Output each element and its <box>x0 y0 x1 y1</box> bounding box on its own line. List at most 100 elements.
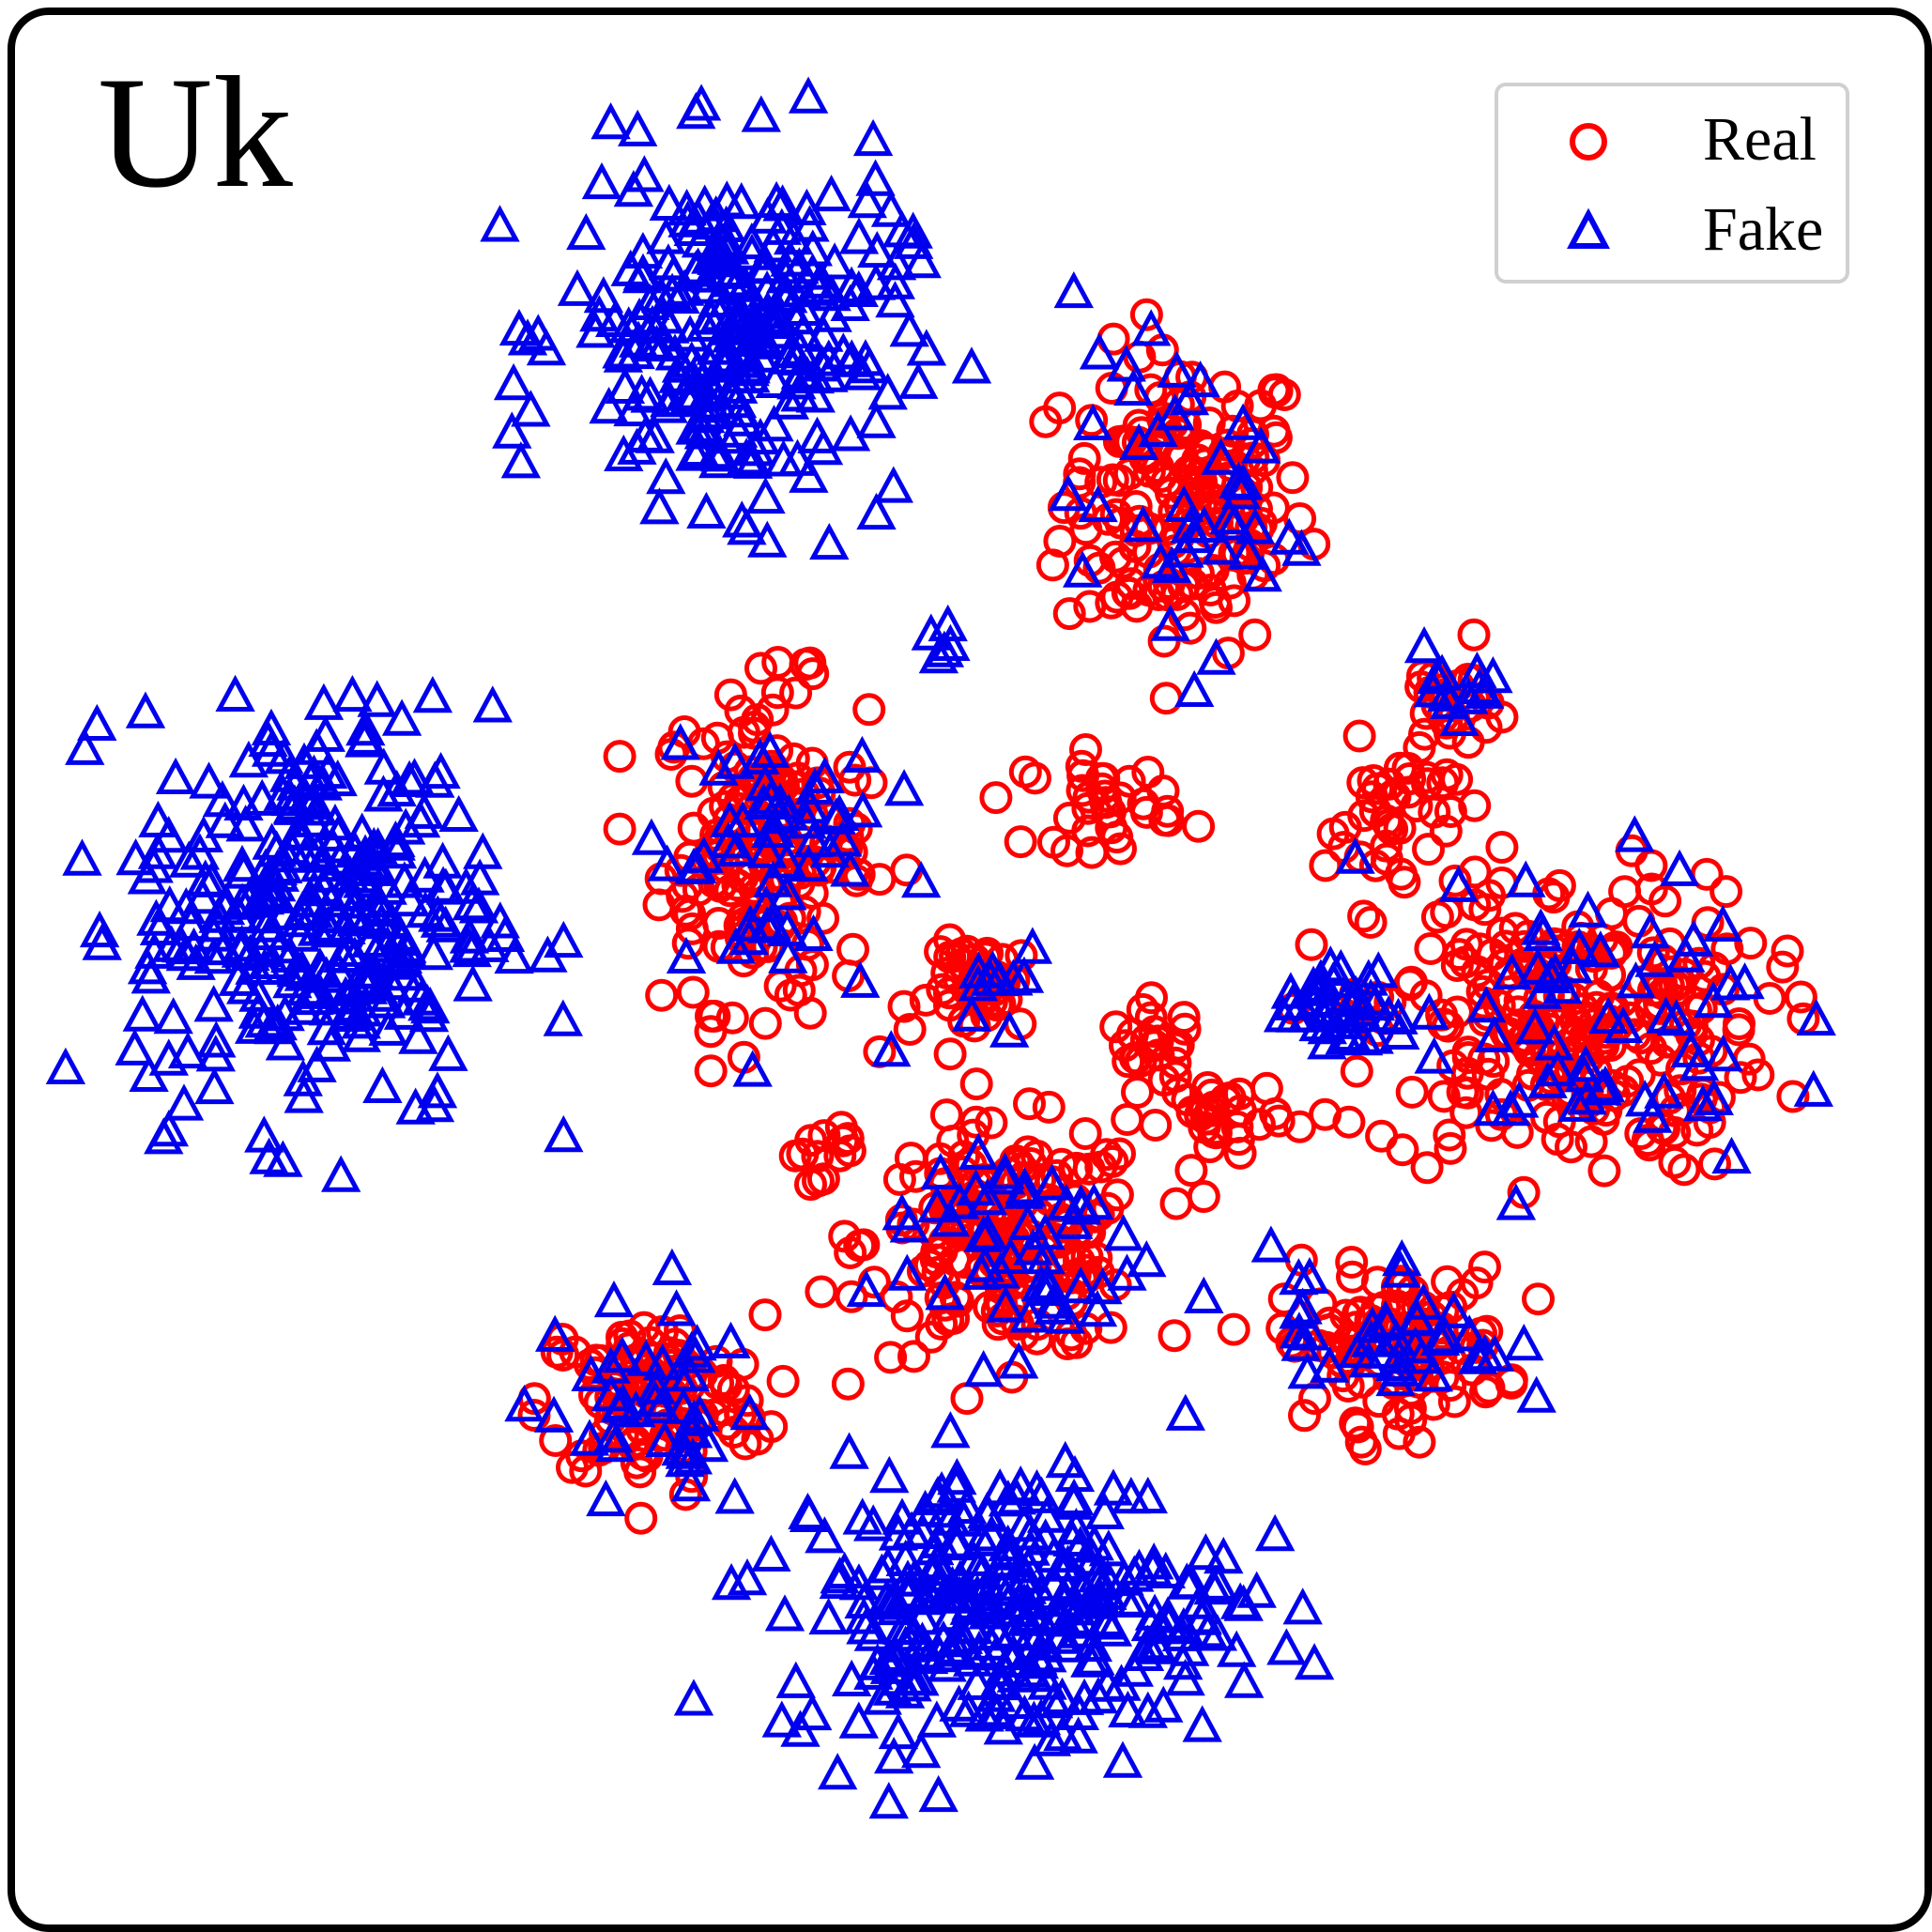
real-point <box>1357 764 1390 797</box>
fake-point <box>1682 1084 1724 1122</box>
fake-point <box>225 805 266 842</box>
fake-point <box>876 243 917 281</box>
fake-point <box>321 1155 361 1192</box>
fake-point <box>469 925 510 962</box>
fake-point <box>808 1597 849 1635</box>
real-point <box>1412 833 1445 866</box>
real-point <box>1386 1133 1419 1167</box>
fake-point <box>194 1066 235 1105</box>
real-point <box>842 858 876 891</box>
fake-point <box>1060 1265 1101 1304</box>
fake-point <box>452 929 492 968</box>
fake-point <box>838 217 880 254</box>
fake-point <box>1567 1078 1607 1115</box>
fake-point <box>901 241 942 279</box>
fake-point <box>1074 1183 1114 1220</box>
real-point <box>1276 461 1310 495</box>
real-point <box>1587 1154 1621 1188</box>
fake-point <box>846 1269 886 1308</box>
real-point <box>882 1162 916 1196</box>
fake-point <box>925 1273 965 1311</box>
fake-point <box>725 316 766 354</box>
real-point <box>699 1344 733 1378</box>
fake-point <box>652 272 693 310</box>
fake-point <box>918 1774 958 1813</box>
fake-point <box>223 783 264 820</box>
fake-point <box>284 836 325 873</box>
fake-point <box>741 95 781 132</box>
real-point <box>1165 440 1199 474</box>
fake-point <box>1123 505 1163 543</box>
fake-point <box>1348 958 1388 996</box>
fake-point <box>788 1492 828 1530</box>
real-point <box>1418 795 1451 829</box>
fake-point <box>685 304 726 342</box>
fake-point <box>980 1251 1020 1289</box>
fake-point <box>702 222 743 260</box>
real-point <box>887 989 921 1023</box>
fake-point <box>155 757 196 794</box>
real-point <box>713 678 747 712</box>
fake-point <box>337 849 377 886</box>
real-point <box>1555 1130 1587 1164</box>
fake-point <box>1679 1044 1720 1081</box>
fake-point <box>747 831 788 868</box>
fake-point <box>958 1132 999 1170</box>
fake-point <box>673 1679 714 1716</box>
fake-point <box>1413 670 1453 708</box>
fake-point <box>604 434 644 471</box>
fake-point <box>792 229 833 267</box>
fake-point <box>579 295 620 332</box>
fake-point <box>855 263 897 300</box>
real-point <box>1365 1119 1399 1153</box>
fake-point <box>723 801 763 838</box>
fake-point <box>405 855 445 893</box>
fake-point <box>684 184 725 222</box>
real-point <box>1522 1282 1555 1316</box>
fake-point <box>816 797 856 835</box>
fake-point <box>376 820 416 858</box>
fake-point <box>673 847 714 884</box>
fake-point <box>744 763 786 801</box>
real-point <box>1029 405 1063 438</box>
fake-point <box>1307 1022 1347 1060</box>
fake-point <box>590 102 631 140</box>
fake-point <box>842 790 883 828</box>
fake-point <box>398 1017 438 1054</box>
fake-point <box>149 885 190 923</box>
fake-point <box>936 1627 976 1664</box>
fake-point <box>1297 969 1338 1006</box>
real-point <box>1013 1087 1046 1121</box>
real-point <box>1168 1012 1202 1046</box>
fake-point <box>1007 1203 1049 1240</box>
fake-point <box>1234 507 1276 544</box>
real-point <box>959 1067 993 1101</box>
fake-point <box>1184 1276 1224 1313</box>
fake-point <box>717 262 759 299</box>
fake-point <box>1474 1015 1514 1052</box>
fake-point <box>1078 484 1118 523</box>
real-point <box>1409 979 1443 1013</box>
fake-point <box>566 212 606 251</box>
real-point <box>1710 875 1743 909</box>
fake-point <box>127 857 168 895</box>
fake-point <box>999 1342 1039 1379</box>
fake-point <box>1025 1237 1066 1275</box>
fake-point <box>618 109 658 146</box>
fake-point <box>830 414 871 452</box>
fake-point <box>62 838 102 876</box>
fake-point <box>544 1114 584 1153</box>
fake-point <box>1367 1303 1407 1341</box>
fake-point <box>1167 1562 1207 1600</box>
fake-point <box>1053 270 1094 309</box>
fake-point <box>134 931 175 969</box>
real-point <box>1395 1075 1429 1109</box>
fake-point <box>686 491 727 529</box>
fake-point <box>631 818 672 855</box>
fake-point <box>1241 426 1281 464</box>
real-point <box>1634 1032 1668 1066</box>
fake-point <box>1078 1582 1118 1619</box>
real-point <box>1182 809 1216 843</box>
real-point <box>801 1140 835 1173</box>
real-point <box>1088 779 1122 813</box>
